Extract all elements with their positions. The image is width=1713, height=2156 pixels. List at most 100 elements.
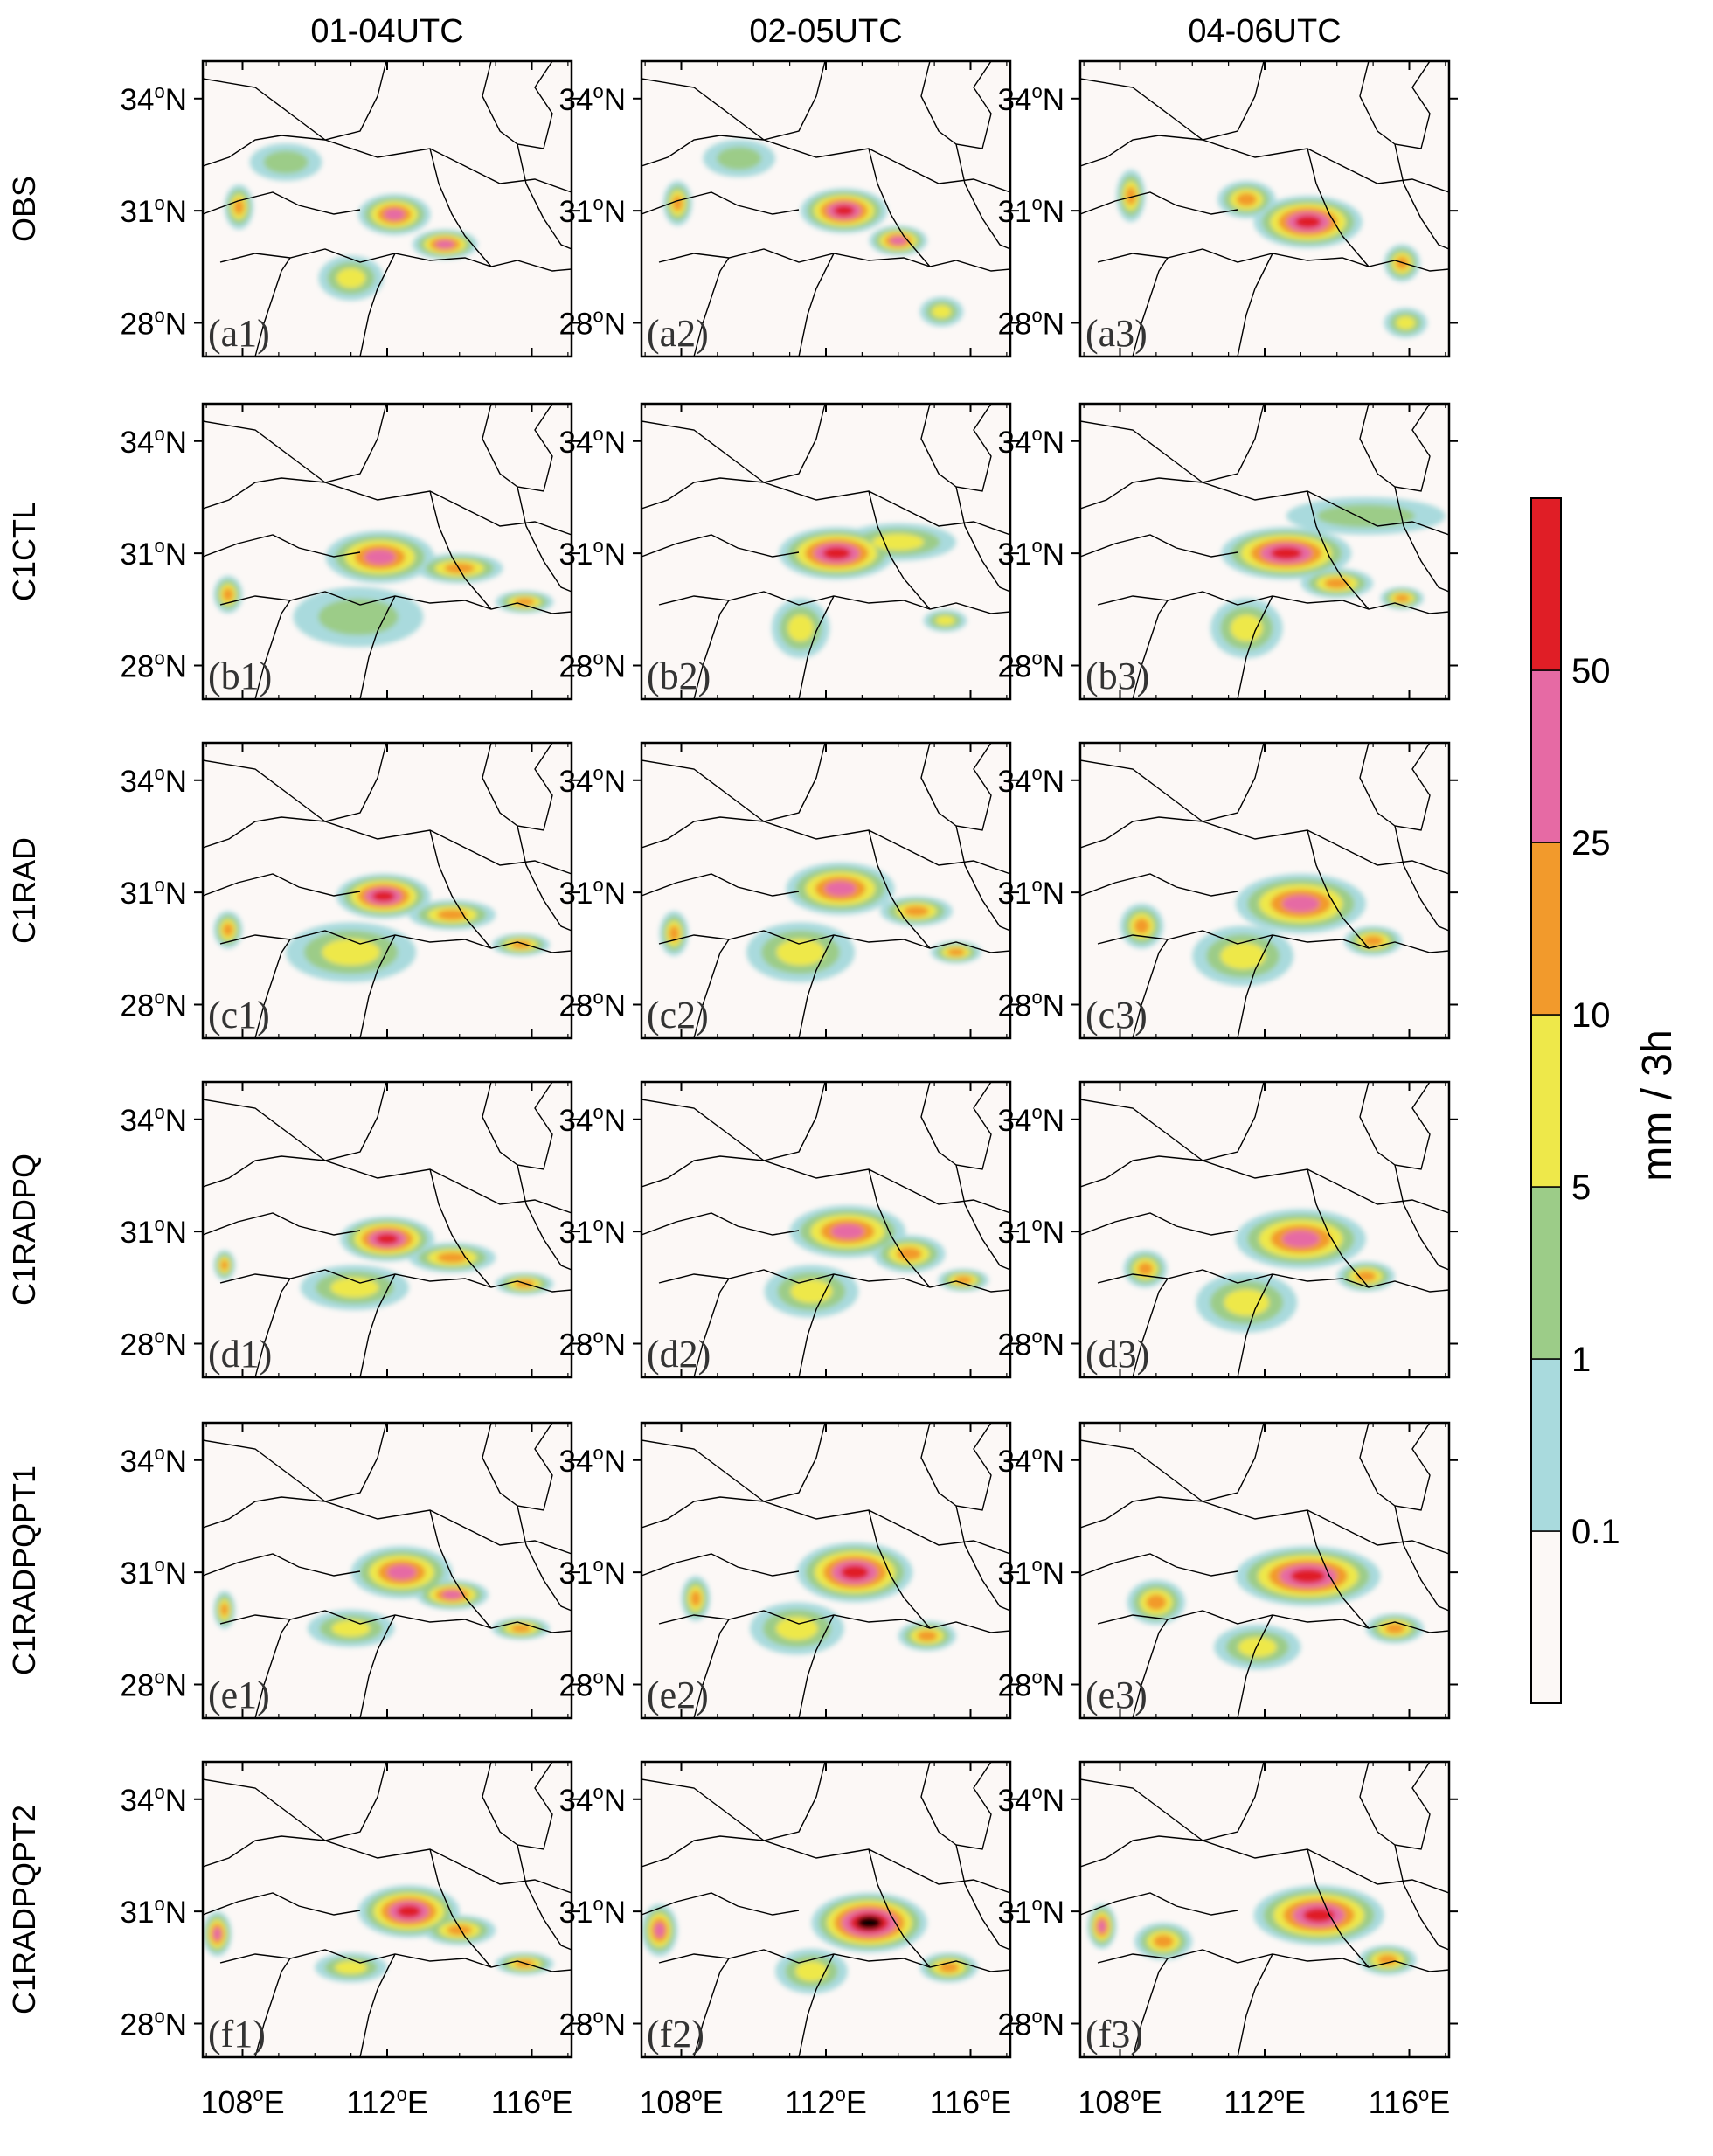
colorbar: 0.1 1 5 10 25 50 mm / 3h	[1530, 497, 1681, 1704]
precip-contour	[375, 1233, 399, 1244]
boundary-line	[642, 873, 800, 897]
boundary-line	[1202, 1501, 1449, 1555]
precip-contour	[872, 533, 925, 551]
y-tick-label: 31oN	[121, 1893, 187, 1930]
y-tick-label: 31oN	[559, 1554, 626, 1591]
y-tick-label: 34oN	[998, 1101, 1065, 1138]
boundary-line	[798, 1953, 835, 2057]
y-tick-label: 31oN	[559, 192, 626, 229]
boundary-line	[1080, 191, 1238, 215]
boundary-line	[324, 1160, 572, 1214]
y-tick-label: 34oN	[998, 423, 1065, 460]
boundary-line	[517, 1844, 572, 1951]
y-tick-label: 34oN	[998, 1781, 1065, 1818]
x-tick-label: 112oE	[1224, 2083, 1306, 2120]
boundary-lines	[642, 1762, 1010, 2057]
y-tick-label: 34oN	[998, 1442, 1065, 1479]
boundary-line	[1394, 825, 1449, 932]
precip-contour	[1238, 1637, 1277, 1658]
boundary-line	[658, 1949, 1010, 1972]
boundary-line	[798, 934, 835, 1038]
colorbar-segment	[1530, 1358, 1562, 1532]
y-tick-label: 28oN	[559, 986, 626, 1023]
boundary-line	[763, 139, 1010, 193]
boundary-line	[429, 1168, 492, 1288]
boundary-line	[324, 821, 572, 875]
column-title: 04-06UTC	[1188, 13, 1341, 50]
precip-contour	[1098, 1919, 1106, 1933]
boundary-lines	[1080, 61, 1449, 357]
y-tick-label: 31oN	[559, 1213, 626, 1250]
y-tick-label: 34oN	[998, 762, 1065, 799]
boundary-line	[203, 1496, 326, 1529]
boundary-line	[482, 61, 553, 149]
boundary-line	[920, 1082, 992, 1170]
precip-contour	[939, 1962, 960, 1973]
x-tick-labels: 108oE 112oE 116oE 108oE 112oE 116oE 108oE 112oE…	[200, 2083, 1450, 2120]
y-tick-label: 28oN	[121, 1666, 187, 1702]
boundary-line	[763, 821, 1010, 875]
boundary-line	[359, 1953, 396, 2057]
precip-field	[213, 1217, 554, 1310]
boundary-line	[955, 1844, 1010, 1951]
boundary-line	[359, 595, 396, 699]
boundary-lines	[1080, 404, 1449, 699]
boundary-line	[1097, 1949, 1449, 1972]
y-tick-label: 31oN	[998, 535, 1065, 572]
precip-contour	[1363, 935, 1384, 946]
boundary-line	[1359, 743, 1431, 831]
boundary-line	[763, 1501, 1010, 1555]
y-tick-label: 28oN	[998, 304, 1065, 341]
y-tick-label: 31oN	[559, 874, 626, 911]
precip-contour	[437, 909, 468, 920]
boundary-line	[1307, 148, 1370, 267]
boundary-line	[254, 939, 291, 1038]
boundary-line	[482, 1082, 553, 1170]
boundary-line	[798, 595, 835, 699]
map-panel: 28oN 31oN 34oN (e2)	[559, 1421, 1019, 1720]
y-tick-label: 34oN	[559, 1781, 626, 1818]
colorbar-segment	[1530, 842, 1562, 1016]
precip-contour	[1290, 1569, 1326, 1584]
precip-contour	[1230, 614, 1263, 641]
precip-contour	[263, 150, 309, 174]
boundary-line	[1202, 1840, 1449, 1894]
y-tick-label: 28oN	[559, 647, 626, 683]
colorbar-segment	[1530, 497, 1562, 671]
y-tick-label: 31oN	[121, 1213, 187, 1250]
boundary-line	[254, 257, 291, 357]
colorbar-segment	[1530, 1014, 1562, 1188]
precip-contour	[364, 549, 396, 565]
y-tick-label: 31oN	[121, 192, 187, 229]
boundary-line	[1132, 257, 1169, 357]
map-panel: 28oN 31oN 34oN (d1)	[121, 1080, 580, 1379]
map-panel: 28oN 31oN 34oN (d3)	[998, 1080, 1458, 1379]
boundary-line	[1359, 404, 1431, 492]
boundary-line	[642, 1212, 800, 1236]
precip-field	[1210, 496, 1446, 658]
panel-label: (a3)	[1085, 312, 1148, 355]
boundary-line	[798, 253, 835, 357]
precip-field	[1116, 170, 1428, 338]
boundary-line	[1307, 1848, 1370, 1968]
precip-contour	[917, 1630, 938, 1641]
precip-contour	[1153, 1934, 1174, 1948]
precip-contour	[1224, 1289, 1270, 1316]
y-tick-label: 28oN	[998, 647, 1065, 683]
boundary-line	[798, 1273, 835, 1377]
boundary-line	[1237, 1953, 1273, 2057]
precip-contour	[830, 1224, 864, 1239]
y-tick-label: 34oN	[559, 1442, 626, 1479]
boundary-line	[254, 600, 291, 699]
boundary-line	[1307, 1509, 1370, 1629]
precip-contour	[371, 891, 395, 902]
precip-field	[213, 873, 551, 982]
panel-label: (b3)	[1085, 655, 1149, 697]
y-tick-label: 34oN	[559, 80, 626, 117]
precip-contour	[947, 948, 966, 957]
y-tick-label: 31oN	[559, 1893, 626, 1930]
y-tick-label: 34oN	[998, 80, 1065, 117]
panel-label: (d3)	[1085, 1333, 1149, 1376]
precip-contour	[776, 939, 825, 966]
boundary-line	[642, 1496, 765, 1529]
